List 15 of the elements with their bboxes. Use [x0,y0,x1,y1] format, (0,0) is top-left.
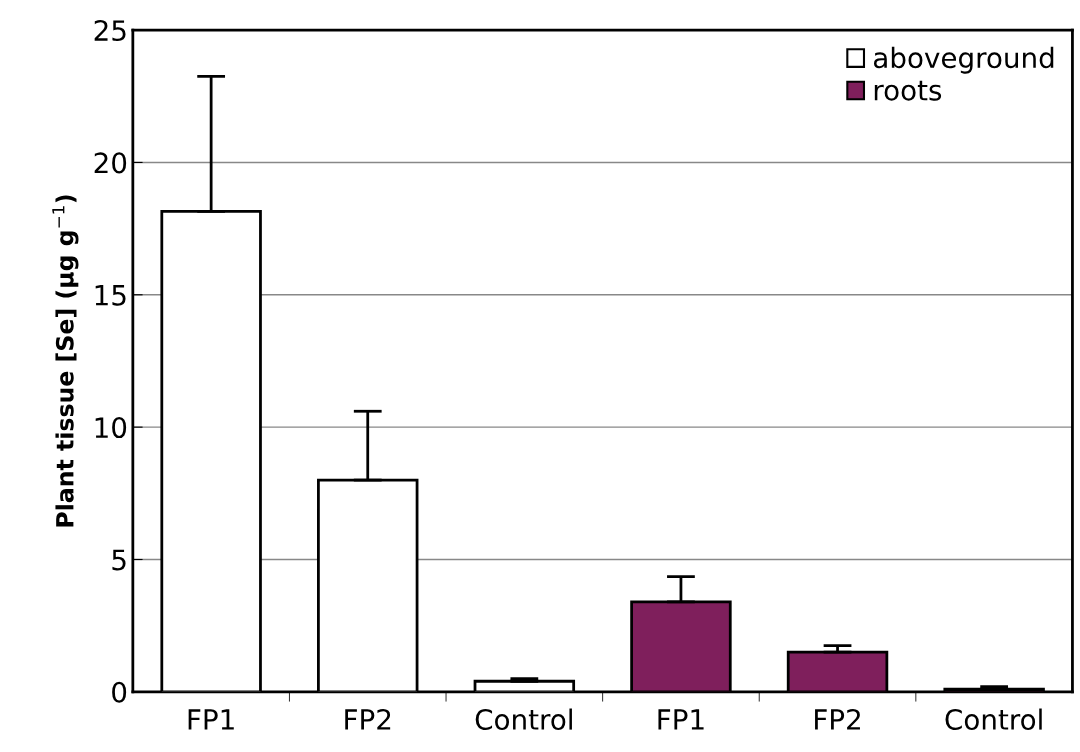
y-axis-title: Plant tissue [Se] (μg g$^{−1}$) [52,195,79,527]
x-tick-label: Control [475,708,572,731]
y-tick-label: 20 [94,152,127,174]
y-tick-label: 15 [95,285,126,306]
y-tick-label: 5 [112,549,126,571]
legend-label: roots [874,80,942,101]
y-tick-label: 0 [112,681,127,703]
x-tick-label: FP1 [188,709,234,730]
y-tick-label: 10 [95,417,127,439]
legend-label: aboveground [873,46,1054,74]
y-tick-label: 25 [94,20,126,42]
x-tick-label: FP2 [815,709,860,730]
x-tick-label: FP2 [345,709,391,730]
x-tick-label: FP1 [658,709,704,730]
x-tick-label: Control [945,708,1042,731]
